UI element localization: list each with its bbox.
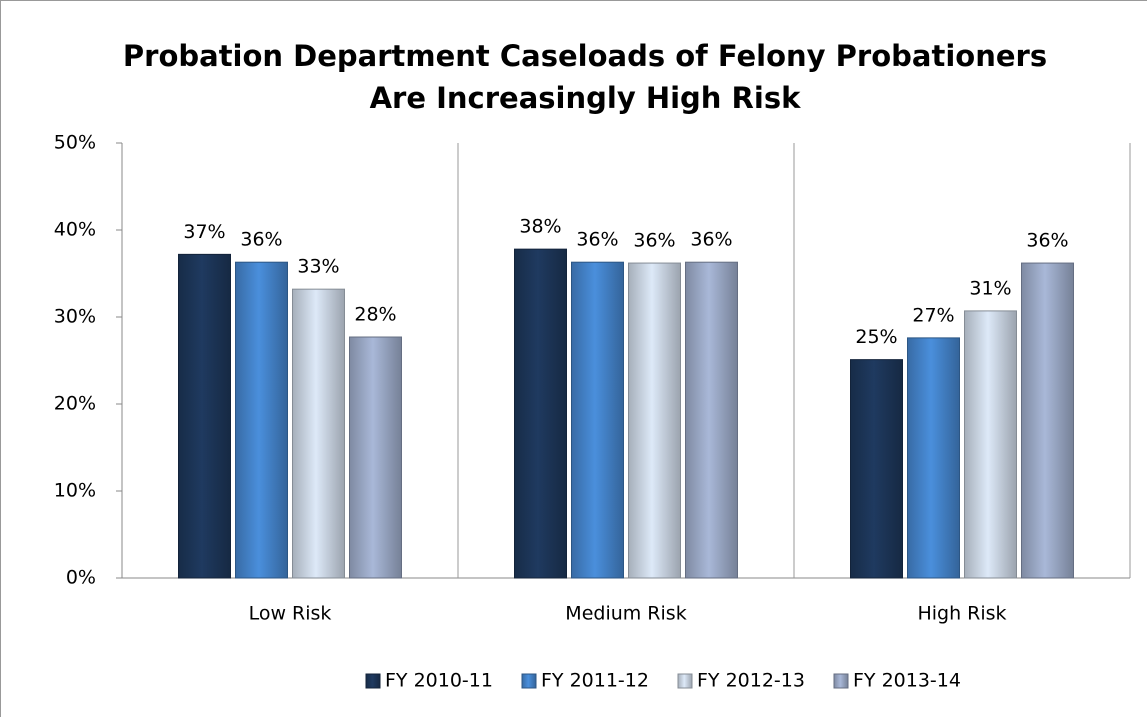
legend-label: FY 2012-13 (697, 670, 805, 692)
bar (514, 248, 567, 579)
x-tick-label: Medium Risk (565, 603, 686, 625)
y-tick-label: 30% (54, 306, 96, 328)
x-tick-label: Low Risk (249, 603, 332, 625)
legend-swatch (365, 673, 381, 689)
bar (571, 261, 624, 579)
data-label: 36% (633, 230, 675, 252)
y-tick-label: 40% (54, 219, 96, 241)
data-label: 36% (576, 229, 618, 251)
bar (907, 337, 960, 579)
legend-swatch (833, 673, 849, 689)
data-label: 31% (969, 277, 1011, 299)
bar (964, 310, 1017, 579)
y-tick-label: 50% (54, 132, 96, 154)
data-label: 33% (297, 256, 339, 278)
data-label: 36% (240, 229, 282, 251)
data-label: 38% (519, 216, 561, 238)
data-label: 37% (183, 221, 225, 243)
data-label: 36% (690, 229, 732, 251)
bar (685, 261, 738, 579)
legend-label: FY 2013-14 (853, 670, 961, 692)
data-label: 27% (912, 304, 954, 326)
data-label: 36% (1026, 230, 1068, 252)
bar (1021, 262, 1074, 579)
legend-swatch (677, 673, 693, 689)
x-tick-label: High Risk (917, 603, 1006, 625)
data-label: 25% (855, 326, 897, 348)
chart-title: Probation Department Caseloads of Felony… (123, 39, 1047, 73)
bar (178, 253, 231, 579)
chart-title: Are Increasingly High Risk (370, 81, 801, 115)
data-label: 28% (354, 304, 396, 326)
legend-swatch (521, 673, 537, 689)
bar (292, 288, 345, 579)
bar (235, 261, 288, 579)
legend-label: FY 2011-12 (541, 670, 649, 692)
y-tick-label: 10% (54, 480, 96, 502)
legend-label: FY 2010-11 (385, 670, 493, 692)
bar (349, 336, 402, 579)
y-tick-label: 20% (54, 393, 96, 415)
y-tick-label: 0% (66, 567, 96, 589)
bar (850, 359, 903, 579)
bar (628, 262, 681, 579)
